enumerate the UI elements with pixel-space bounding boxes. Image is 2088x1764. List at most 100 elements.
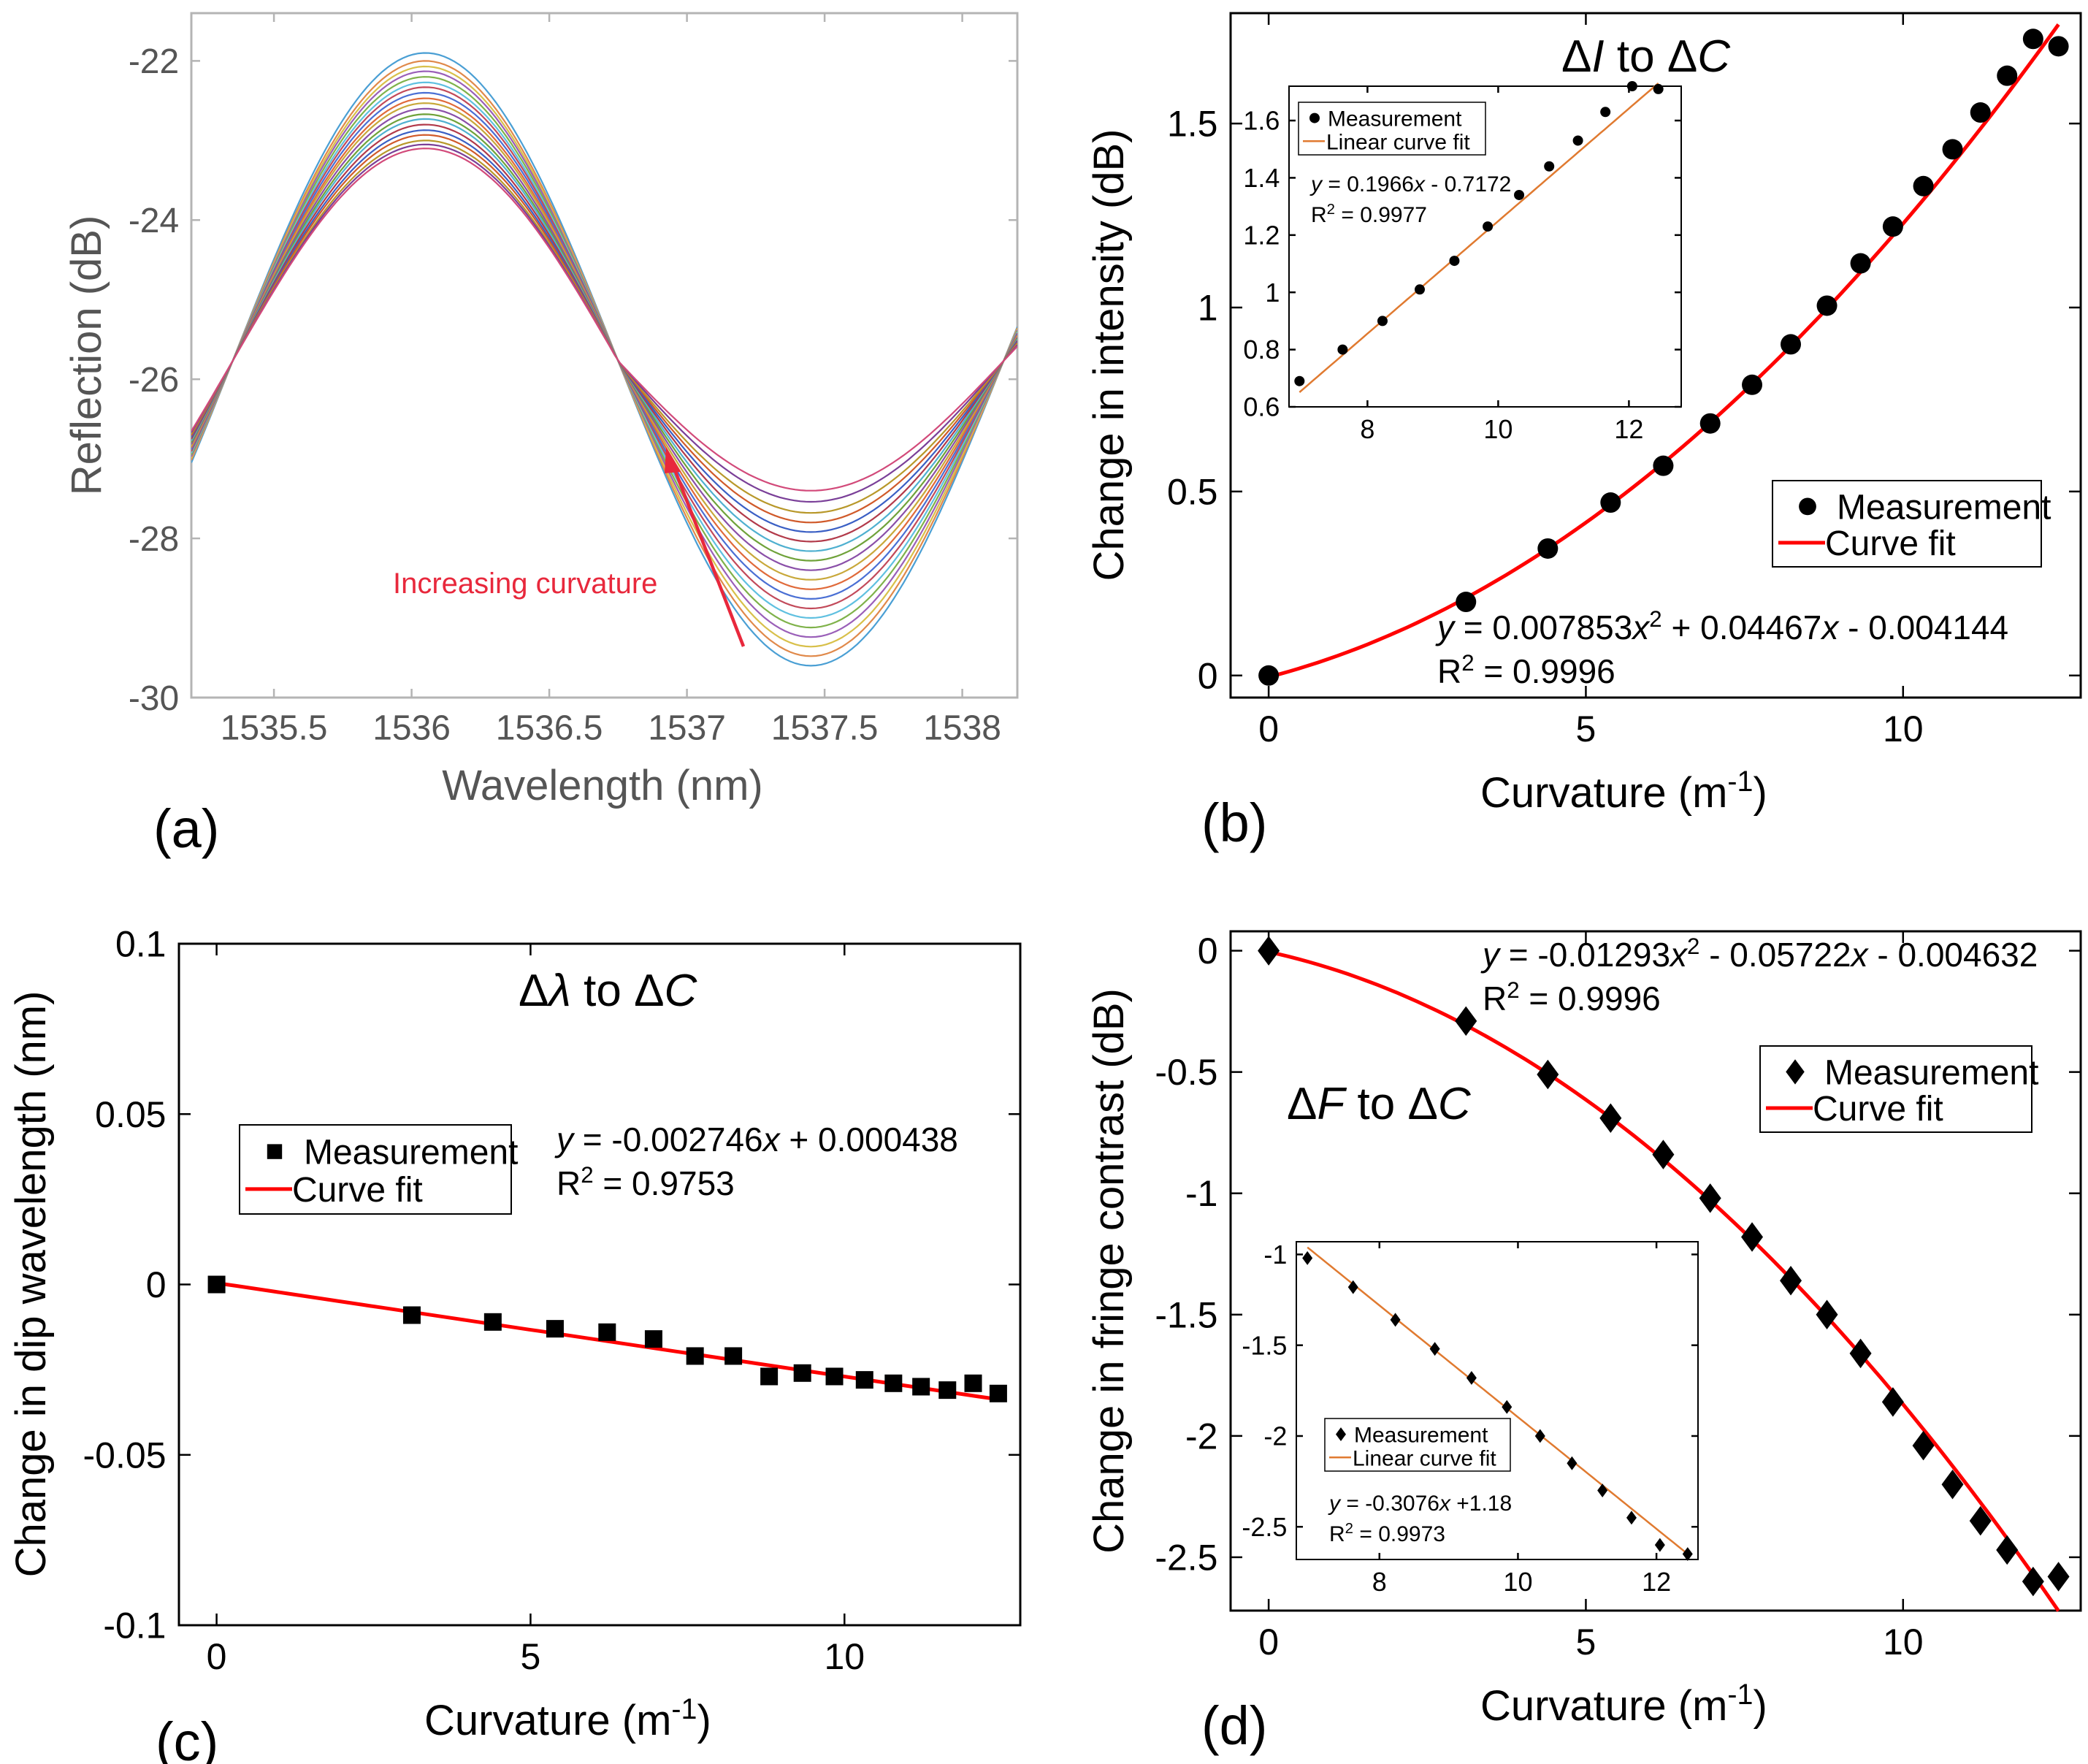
data-point bbox=[1882, 216, 1903, 237]
y-tick-label: 0.6 bbox=[1243, 392, 1280, 422]
data-point bbox=[825, 1367, 844, 1386]
inset-fit-equation: y = -0.3076x +1.18 bbox=[1328, 1492, 1512, 1516]
data-point bbox=[1816, 295, 1837, 316]
text-segment: 2 bbox=[1649, 606, 1661, 632]
data-point bbox=[598, 1323, 616, 1341]
inset-legend-box bbox=[1298, 102, 1486, 156]
data-point bbox=[1258, 665, 1280, 686]
text-segment: x bbox=[1412, 172, 1426, 196]
text-segment: = -0.002746 bbox=[573, 1120, 763, 1158]
data-point bbox=[2048, 36, 2069, 57]
x-tick-label: 1538 bbox=[923, 709, 1001, 748]
y-tick-label: -2.5 bbox=[1242, 1512, 1287, 1542]
text-segment: 2 bbox=[1345, 1521, 1353, 1537]
data-point bbox=[1780, 1266, 1802, 1296]
legend-label: Curve fit bbox=[292, 1171, 423, 1210]
data-point bbox=[1850, 253, 1871, 274]
data-point bbox=[1544, 161, 1555, 172]
panel-label: (d) bbox=[1201, 1695, 1267, 1756]
data-point bbox=[1996, 1535, 2019, 1565]
y-tick-label: -1 bbox=[1185, 1173, 1217, 1214]
text-segment: y bbox=[1309, 172, 1323, 196]
y-tick-label: 1.5 bbox=[1167, 104, 1218, 145]
data-point bbox=[2047, 1562, 2070, 1592]
data-point bbox=[724, 1347, 743, 1365]
r-squared: R2 = 0.9996 bbox=[1483, 977, 1661, 1018]
text-segment: x bbox=[1850, 936, 1870, 974]
legend-box bbox=[1772, 480, 2042, 568]
panel-label: (c) bbox=[156, 1711, 218, 1764]
text-segment: Curvature (m bbox=[1480, 769, 1727, 817]
spectra bbox=[191, 52, 1017, 667]
data-point bbox=[1682, 1547, 1693, 1561]
inset-r-squared: R2 = 0.9977 bbox=[1311, 202, 1427, 227]
text-segment: - 0.7172 bbox=[1425, 172, 1511, 196]
text-segment: y bbox=[1435, 608, 1456, 646]
text-segment: C bbox=[1697, 31, 1731, 82]
data-point bbox=[1294, 375, 1305, 386]
data-point bbox=[1455, 1006, 1477, 1036]
data-point bbox=[1597, 1484, 1608, 1497]
chart-a: 1535.5 1536 1536.5 1537 1537.5 1538 -30 -28 -26 -… bbox=[63, 12, 1019, 859]
y-tick-label: -1.5 bbox=[1155, 1294, 1217, 1335]
text-segment: x bbox=[1438, 1492, 1451, 1516]
data-point bbox=[1969, 1505, 1992, 1536]
data-point bbox=[1881, 1387, 1904, 1417]
inset-legend-box bbox=[1324, 1418, 1511, 1472]
text-segment: Curvature (m bbox=[424, 1697, 671, 1744]
legend-label: Curve fit bbox=[1813, 1090, 1943, 1129]
data-point bbox=[686, 1347, 704, 1365]
inset-legend-label: Linear curve fit bbox=[1353, 1446, 1496, 1470]
data-point bbox=[1997, 65, 2018, 86]
chart-title: Δλ to ΔC bbox=[519, 966, 698, 1016]
text-segment: to Δ bbox=[1345, 1079, 1438, 1129]
y-tick-label: 0 bbox=[146, 1264, 167, 1305]
data-point bbox=[1537, 538, 1559, 559]
spectrum-line bbox=[191, 65, 1017, 648]
plot-frame bbox=[1229, 12, 2082, 699]
text-segment: = -0.01293 bbox=[1499, 936, 1670, 974]
x-tick-label: 5 bbox=[521, 1636, 541, 1677]
x-axis-label: Curvature (m-1) bbox=[1480, 1679, 1767, 1730]
x-tick-label: 12 bbox=[1614, 414, 1643, 444]
data-point bbox=[989, 1384, 1007, 1402]
y-tick-label: 1 bbox=[1198, 288, 1218, 329]
data-point bbox=[1626, 1511, 1637, 1525]
curvature-arrow-head bbox=[665, 447, 681, 473]
x-tick-label: 0 bbox=[207, 1636, 227, 1677]
x-tick-label: 1537 bbox=[648, 709, 726, 748]
spectrum-line bbox=[191, 76, 1017, 629]
text-segment: R bbox=[1329, 1522, 1345, 1546]
data-point bbox=[1258, 936, 1280, 966]
legend-label: Measurement bbox=[1824, 1053, 2038, 1092]
data-point bbox=[1600, 107, 1611, 118]
data-point bbox=[1799, 497, 1816, 516]
text-segment: F bbox=[1317, 1079, 1347, 1129]
x-tick-label: 8 bbox=[1372, 1567, 1387, 1597]
text-segment: C bbox=[665, 966, 698, 1016]
legend-label: Curve fit bbox=[1825, 524, 1956, 563]
data-point bbox=[644, 1330, 662, 1348]
data-point bbox=[1652, 1139, 1675, 1169]
y-tick-label: -0.1 bbox=[103, 1605, 166, 1646]
data-point bbox=[1456, 592, 1477, 613]
y-axis-label: Change in fringe contrast (dB) bbox=[1085, 988, 1133, 1554]
spectrum-line bbox=[191, 86, 1017, 610]
data-point bbox=[1653, 83, 1664, 94]
spectrum-line bbox=[191, 148, 1017, 492]
y-tick-label: 0.1 bbox=[115, 924, 167, 965]
text-segment: Curvature (m bbox=[1480, 1682, 1727, 1730]
text-segment: R bbox=[557, 1164, 581, 1202]
y-tick-label: 0.05 bbox=[95, 1094, 166, 1135]
text-segment: 2 bbox=[581, 1162, 593, 1188]
text-segment: = 0.9753 bbox=[594, 1164, 735, 1202]
text-segment: R bbox=[1437, 652, 1461, 690]
text-segment: I bbox=[1591, 31, 1604, 82]
data-point bbox=[1699, 413, 1721, 434]
data-point bbox=[1742, 374, 1763, 395]
data-point bbox=[1912, 1430, 1935, 1461]
text-segment: Δ bbox=[1561, 31, 1591, 82]
data-point bbox=[1336, 1427, 1346, 1442]
y-axis-label: Change in intensity (dB) bbox=[1085, 129, 1133, 581]
